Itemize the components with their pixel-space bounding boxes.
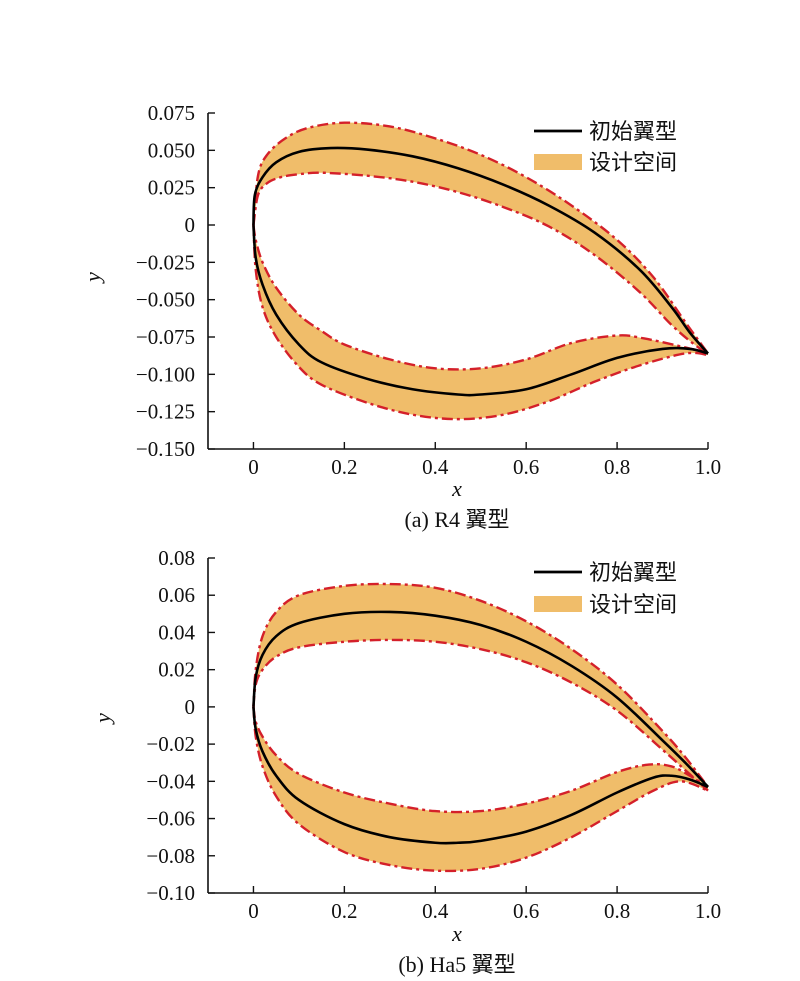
y-tick-label-b: −0.02 <box>146 732 195 756</box>
band-edge-lower-band-top-a <box>252 224 709 371</box>
y-tick-label-b: 0.08 <box>158 546 195 570</box>
band-edge-upper-band-top-b <box>252 582 709 788</box>
x-tick-label-a: 0 <box>248 455 259 479</box>
x-tick-label-b: 0.6 <box>513 899 539 923</box>
y-tick-label-a: −0.025 <box>136 250 195 274</box>
x-tick-label-b: 1.0 <box>695 899 721 923</box>
legend-b: 初始翼型 设计空间 <box>534 561 677 618</box>
y-tick-label-a: 0.075 <box>148 101 195 125</box>
baseline-airfoil-upper-a <box>252 146 709 355</box>
plot-layer-b: 0 0.2 0.4 0.6 0.8 1.0 0.08 0.06 0.04 0.02 0 −0.02 −0… <box>146 546 721 923</box>
design-space-band-lower-a <box>253 225 708 420</box>
x-tick-label-a: 0.4 <box>422 455 449 479</box>
band-edge-lower-band-bottom-b <box>252 706 709 873</box>
y-tick-label-a: −0.075 <box>136 325 195 349</box>
x-tick-label-a: 0.2 <box>331 455 357 479</box>
y-tick-label-a: 0.025 <box>148 176 195 200</box>
y-tick-label-b: −0.08 <box>146 844 195 868</box>
y-tick-label-b: −0.06 <box>146 807 195 831</box>
x-tick-label-b: 0.2 <box>331 899 357 923</box>
x-tick-label-b: 0.8 <box>604 899 630 923</box>
x-tick-label-b: 0 <box>248 899 259 923</box>
panel-a-r4-airfoil: 0 0.2 0.4 0.6 0.8 1.0 0.075 0.050 0.025 0 −0.025 −0… <box>80 101 721 532</box>
x-tick-label-a: 0.6 <box>513 455 539 479</box>
design-space-band-lower-b <box>253 706 708 871</box>
band-edge-lower-band-bottom-a <box>252 224 709 421</box>
legend-a: 初始翼型 设计空间 <box>534 120 677 176</box>
band-edge-upper-band-bottom-b <box>252 638 709 792</box>
plot-layer-a: 0 0.2 0.4 0.6 0.8 1.0 0.075 0.050 0.025 0 −0.025 −0… <box>136 101 721 479</box>
baseline-airfoil-lower-a <box>252 224 709 397</box>
x-tick-label-b: 0.4 <box>422 899 449 923</box>
y-tick-label-a: −0.100 <box>136 362 195 386</box>
x-tick-label-a: 1.0 <box>695 455 721 479</box>
band-edge-upper-band-top-a <box>252 121 709 355</box>
y-tick-label-a: −0.125 <box>136 400 195 424</box>
y-tick-label-b: 0 <box>185 695 196 719</box>
panel-caption-a: (a) R4 翼型 <box>404 507 509 532</box>
baseline-airfoil-lower-b <box>252 706 709 845</box>
y-axis-label-a: y <box>80 272 105 284</box>
legend-label-band-b: 设计空间 <box>589 593 677 618</box>
y-tick-label-b: 0.04 <box>158 620 195 644</box>
x-axis-label-b: x <box>451 921 462 946</box>
y-tick-label-b: 0.02 <box>158 658 195 682</box>
design-space-band-upper-b <box>253 583 708 791</box>
legend-label-baseline-a: 初始翼型 <box>589 120 677 145</box>
legend-label-band-a: 设计空间 <box>589 151 677 176</box>
y-tick-label-a: −0.050 <box>136 288 195 312</box>
y-tick-label-a: −0.150 <box>136 437 195 461</box>
band-edge-upper-band-bottom-a <box>252 171 709 355</box>
panel-b-ha5-airfoil: 0 0.2 0.4 0.6 0.8 1.0 0.08 0.06 0.04 0.02 0 −0.02 −0… <box>90 546 721 977</box>
y-axis-label-b: y <box>90 713 115 725</box>
y-tick-label-a: 0.050 <box>148 138 195 162</box>
y-tick-label-b: −0.04 <box>146 769 195 793</box>
legend-swatch-band-b <box>534 596 582 612</box>
legend-swatch-band-a <box>534 154 582 170</box>
band-edge-lower-band-top-b <box>252 706 709 814</box>
y-tick-label-b: 0.06 <box>158 583 195 607</box>
legend-label-baseline-b: 初始翼型 <box>589 561 677 586</box>
x-tick-label-a: 0.8 <box>604 455 630 479</box>
baseline-airfoil-upper-b <box>252 610 709 788</box>
design-space-band-upper-a <box>253 122 708 354</box>
panel-caption-b: (b) Ha5 翼型 <box>398 952 515 977</box>
y-tick-label-b: −0.10 <box>146 881 195 905</box>
y-tick-label-a: 0 <box>185 213 196 237</box>
x-axis-label-a: x <box>451 476 462 501</box>
